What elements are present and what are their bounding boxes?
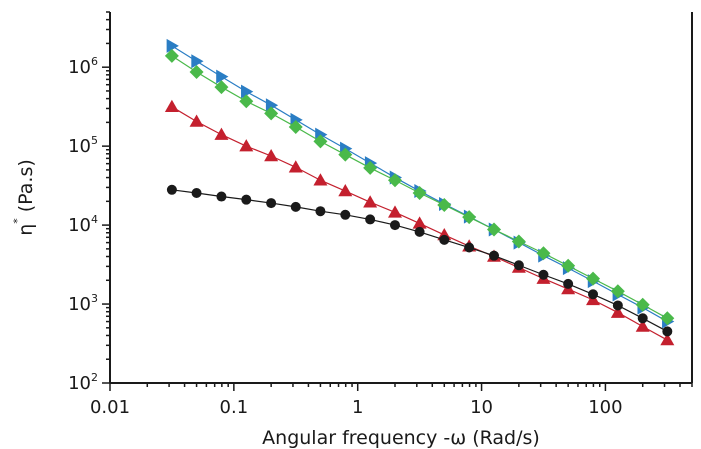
data-point bbox=[338, 184, 353, 197]
x-tick-label: 10 bbox=[470, 397, 493, 418]
data-point bbox=[660, 333, 675, 346]
series-2 bbox=[164, 48, 675, 326]
data-point bbox=[439, 234, 450, 245]
data-point bbox=[563, 278, 574, 289]
y-axis-title: η* (Pa.s) bbox=[11, 159, 37, 236]
data-point bbox=[412, 185, 427, 200]
data-point bbox=[489, 250, 500, 261]
series-layer bbox=[164, 38, 675, 346]
data-point bbox=[166, 184, 177, 195]
data-point bbox=[363, 195, 378, 208]
data-point bbox=[191, 187, 202, 198]
x-axis-title: Angular frequency -ω (Rad/s) bbox=[262, 427, 540, 449]
data-point bbox=[214, 80, 229, 95]
data-point bbox=[387, 173, 402, 188]
data-point bbox=[166, 38, 179, 53]
data-point bbox=[264, 106, 279, 121]
data-point bbox=[313, 173, 328, 186]
data-point bbox=[635, 297, 650, 312]
series-4 bbox=[166, 184, 673, 337]
data-point bbox=[387, 205, 402, 218]
data-point bbox=[586, 271, 601, 286]
data-point bbox=[340, 209, 351, 220]
data-point bbox=[437, 197, 452, 212]
data-point bbox=[191, 54, 204, 69]
data-point bbox=[660, 311, 675, 326]
data-point bbox=[288, 160, 303, 173]
x-tick-label: 0.1 bbox=[220, 397, 249, 418]
y-axis-title-sup: * bbox=[11, 218, 24, 224]
data-point bbox=[389, 220, 400, 231]
series-line bbox=[171, 189, 668, 332]
data-point bbox=[164, 99, 179, 113]
data-point bbox=[635, 319, 650, 332]
data-point bbox=[216, 69, 229, 84]
series-3 bbox=[164, 99, 675, 346]
y-tick-label: 105 bbox=[68, 134, 98, 157]
series-1 bbox=[166, 38, 675, 329]
data-point bbox=[513, 260, 524, 271]
x-tick-label: 1 bbox=[352, 397, 363, 418]
data-point bbox=[239, 94, 254, 109]
data-point bbox=[264, 149, 279, 162]
data-point bbox=[610, 305, 625, 318]
y-tick-label: 104 bbox=[68, 213, 98, 236]
data-point bbox=[239, 139, 254, 152]
y-tick-label: 106 bbox=[68, 55, 98, 78]
y-axis-title-unit: (Pa.s) bbox=[15, 159, 37, 218]
data-point bbox=[662, 326, 673, 337]
data-point bbox=[164, 48, 179, 63]
data-point bbox=[216, 191, 227, 202]
y-tick-label: 103 bbox=[68, 292, 98, 315]
data-point bbox=[363, 160, 378, 175]
data-point bbox=[214, 127, 229, 140]
x-tick-label: 100 bbox=[588, 397, 622, 418]
data-point bbox=[561, 258, 576, 273]
data-point bbox=[511, 234, 526, 249]
data-point bbox=[189, 64, 204, 79]
data-point bbox=[290, 201, 301, 212]
data-point bbox=[189, 114, 204, 127]
data-point bbox=[637, 313, 648, 324]
y-tick-label: 102 bbox=[68, 371, 98, 394]
y-axis-title-main: η bbox=[15, 224, 37, 236]
data-point bbox=[241, 84, 254, 99]
data-point bbox=[241, 194, 252, 205]
data-point bbox=[315, 206, 326, 217]
data-point bbox=[365, 214, 376, 225]
data-point bbox=[266, 198, 277, 209]
tick-layer: 0.01 0.1 1 10 100 102 103 104 105 106 bbox=[68, 11, 693, 418]
data-point bbox=[464, 242, 475, 253]
data-point bbox=[487, 222, 502, 237]
data-point bbox=[612, 300, 623, 311]
x-tick-label: 0.01 bbox=[90, 397, 130, 418]
data-point bbox=[588, 289, 599, 300]
data-point bbox=[462, 210, 477, 225]
data-point bbox=[338, 147, 353, 162]
data-point bbox=[538, 269, 549, 280]
data-point bbox=[288, 119, 303, 134]
data-point bbox=[412, 216, 427, 229]
data-point bbox=[536, 246, 551, 261]
data-point bbox=[610, 284, 625, 299]
data-point bbox=[313, 134, 328, 149]
data-point bbox=[414, 226, 425, 237]
